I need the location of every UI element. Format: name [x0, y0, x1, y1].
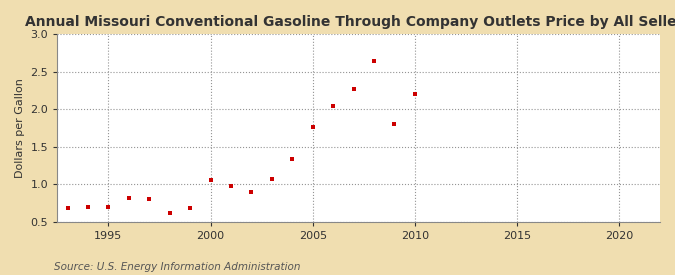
Title: Annual Missouri Conventional Gasoline Through Company Outlets Price by All Selle: Annual Missouri Conventional Gasoline Th…	[25, 15, 675, 29]
Point	[369, 58, 379, 63]
Point	[246, 189, 256, 194]
Y-axis label: Dollars per Gallon: Dollars per Gallon	[15, 78, 25, 178]
Point	[124, 196, 134, 200]
Point	[410, 92, 421, 97]
Point	[185, 206, 196, 210]
Point	[103, 205, 114, 209]
Point	[144, 197, 155, 201]
Point	[225, 183, 236, 188]
Point	[164, 211, 175, 215]
Point	[267, 177, 277, 181]
Point	[307, 124, 318, 129]
Point	[205, 178, 216, 182]
Point	[328, 104, 339, 109]
Point	[62, 206, 73, 210]
Point	[287, 156, 298, 161]
Point	[82, 205, 93, 209]
Point	[348, 87, 359, 91]
Point	[389, 122, 400, 127]
Text: Source: U.S. Energy Information Administration: Source: U.S. Energy Information Administ…	[54, 262, 300, 272]
